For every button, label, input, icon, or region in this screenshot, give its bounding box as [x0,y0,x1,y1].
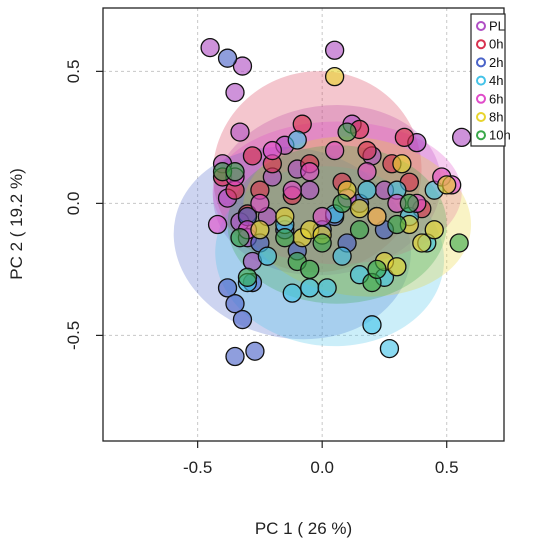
legend-marker-6h [476,93,486,104]
point-10h-1 [225,162,245,182]
point-2h-3 [217,278,238,298]
point-10h-6 [312,233,332,253]
legend-marker-2h [476,57,486,68]
point-8h-11 [412,233,432,253]
point-6h-3 [262,140,283,161]
point-10h-15 [275,228,295,248]
point-8h-6 [349,199,370,219]
legend-label-8h: 8h [489,110,503,125]
point-8h-9 [387,257,407,277]
point-4h-15 [287,130,307,150]
point-2h-5 [232,309,253,330]
point-10h-11 [387,214,407,235]
point-4h-3 [282,283,302,303]
y-tick-label-0: -0.5 [64,321,83,350]
point-2h-2 [245,341,265,361]
point-pl-2 [225,82,245,103]
point-10h-7 [332,193,352,214]
grid-lines [103,8,504,441]
x-tick-label-1: 0.0 [310,458,334,477]
point-4h-5 [317,278,337,298]
point-2h-1 [225,346,245,367]
point-6h-14 [324,140,345,161]
point-pl-17 [452,127,472,148]
point-2h-0 [217,48,238,68]
point-10h-14 [337,122,357,142]
legend: PL 0h 2h 4h 6h 8h 10h [470,13,511,147]
y-tick-label-1: 0.0 [64,192,83,216]
point-6h-15 [250,193,270,214]
point-0h-9 [357,140,377,161]
legend-marker-10h [476,130,486,141]
point-pl-11 [300,180,320,200]
legend-marker-4h [476,75,486,86]
point-6h-5 [300,162,320,182]
point-4h-9 [379,338,400,359]
point-8h-15 [392,154,412,174]
point-8h-1 [275,206,295,227]
point-8h-7 [367,206,387,227]
point-10h-8 [349,220,370,240]
legend-label-4h: 4h [489,73,503,88]
point-pl-3 [230,122,250,142]
point-10h-2 [230,228,250,248]
x-tick-label-0: -0.5 [183,458,212,477]
x-axis: -0.5 0.0 0.5 [183,441,459,477]
point-4h-8 [362,315,382,335]
y-tick-label-2: 0.5 [64,60,83,84]
legend-label-2h: 2h [489,55,503,70]
group-ellipses [173,71,472,347]
data-points [200,37,472,367]
point-4h-4 [300,278,320,298]
point-8h-12 [424,220,444,240]
plot-frame [102,7,505,442]
x-tick-label-2: 0.5 [435,458,459,477]
point-8h-0 [250,220,270,240]
legend-label-pl: PL [489,19,505,34]
legend-label-6h: 6h [489,91,503,106]
point-4h-17 [357,180,377,200]
point-2h-4 [225,294,245,314]
point-6h-4 [282,180,302,200]
y-axis: -0.5 0.0 0.5 [64,60,103,350]
legend-label-10h: 10h [489,128,511,143]
point-10h-12 [399,193,420,214]
point-6h-8 [357,162,377,182]
point-8h-13 [437,175,457,195]
point-4h-1 [257,246,278,266]
legend-marker-8h [476,112,486,122]
point-0h-2 [242,146,263,166]
point-10h-10 [367,259,387,280]
point-0h-11 [394,127,415,148]
legend-marker-pl [476,21,486,31]
point-6h-0 [207,214,228,235]
point-10h-13 [449,233,469,253]
point-8h-14 [324,66,345,87]
legend-marker-0h [476,39,486,50]
x-axis-label: PC 1 ( 26 %) [255,519,352,538]
y-axis-label: PC 2 ( 19.2 %) [7,168,26,280]
point-pl-0 [200,37,220,58]
point-pl-12 [324,40,345,60]
point-10h-3 [237,267,258,287]
point-pl-1 [232,56,253,76]
point-10h-5 [300,259,320,280]
point-4h-6 [332,246,352,266]
legend-label-0h: 0h [489,37,503,52]
